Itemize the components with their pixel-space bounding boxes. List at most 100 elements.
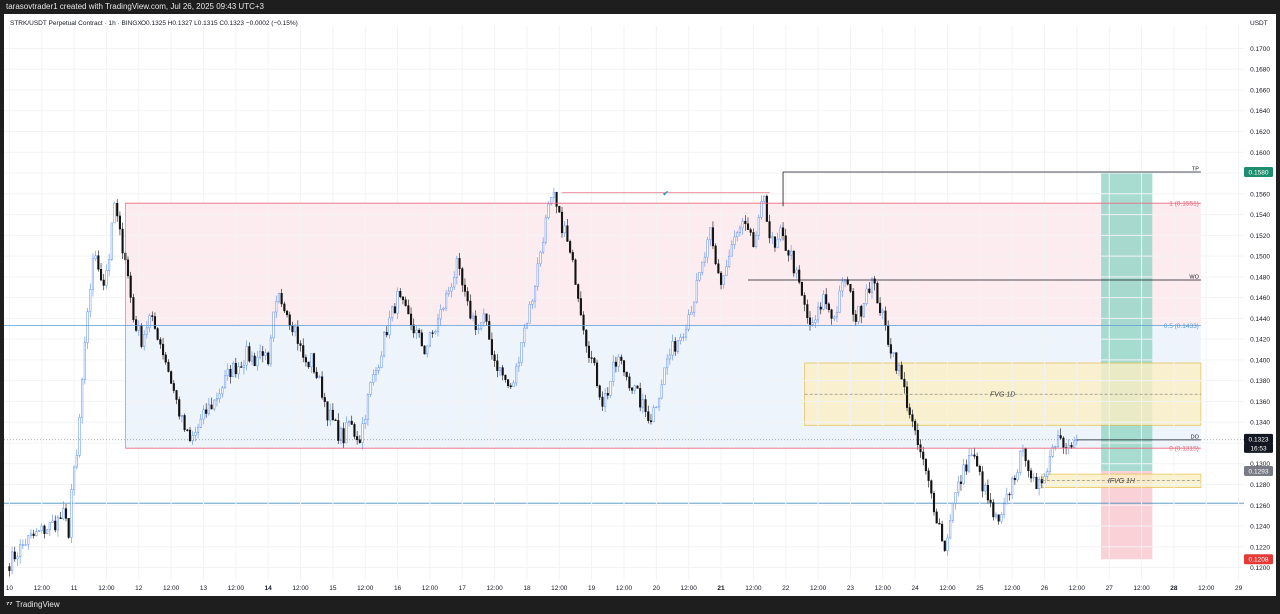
- candle-body: [849, 283, 852, 292]
- candle-body: [439, 309, 442, 320]
- candle-body: [803, 295, 806, 305]
- y-tick-label: 0.1360: [1250, 399, 1270, 406]
- candle-body: [463, 284, 467, 292]
- candle-body: [399, 291, 402, 298]
- candle-body: [156, 328, 159, 340]
- x-tick-label: 12:00: [228, 585, 245, 592]
- y-tick-label: 0.1340: [1250, 420, 1270, 427]
- candle-body: [1038, 479, 1041, 489]
- y-tick-label: 0.1600: [1250, 150, 1270, 157]
- candle-body: [8, 566, 11, 571]
- candle-body: [213, 399, 216, 410]
- candle-body: [830, 309, 833, 319]
- candle-body: [512, 382, 515, 388]
- candle-body: [434, 330, 437, 334]
- chart-credit-text: tarasovtrader1 created with TradingView.…: [6, 2, 264, 11]
- candle-body: [91, 258, 95, 290]
- candle-body: [717, 263, 720, 274]
- candle-body: [790, 250, 793, 256]
- candle-body: [571, 252, 574, 261]
- candle-body: [331, 409, 334, 421]
- chart-credit-bar: tarasovtrader1 created with TradingView.…: [0, 0, 1280, 14]
- x-tick-label: 12:00: [875, 585, 892, 592]
- candle-body: [234, 363, 237, 375]
- candle-body: [259, 351, 262, 358]
- candle-body: [722, 275, 725, 285]
- candle-body: [412, 324, 415, 334]
- fvg-1d-label: FVG 1D: [990, 392, 1015, 399]
- y-tick-label: 0.1520: [1250, 233, 1270, 240]
- x-tick-label: 12:00: [1198, 585, 1215, 592]
- candle-body: [1040, 479, 1043, 484]
- candle-body: [593, 357, 596, 364]
- candle-body: [218, 393, 221, 399]
- candle-body: [396, 291, 399, 314]
- candle-body: [477, 328, 480, 330]
- candle-body: [458, 258, 461, 269]
- candle-body: [210, 404, 213, 410]
- candle-body: [288, 314, 291, 326]
- candle-body: [587, 345, 591, 358]
- range-high-label: 1 (0.1551): [1169, 201, 1199, 208]
- y-tick-label: 0.1540: [1250, 212, 1270, 219]
- price-chart[interactable]: 1 (0.1551) 0 (0.1315) 0.5 (0.1433) TP WO DO ✔ F…: [4, 14, 1276, 596]
- candle-body: [609, 381, 612, 396]
- x-tick-label: 23: [847, 585, 855, 592]
- x-tick-label: 12:00: [422, 585, 439, 592]
- candle-body: [905, 386, 909, 408]
- candle-body: [1054, 446, 1057, 448]
- candle-body: [86, 311, 89, 343]
- candle-body: [264, 352, 267, 356]
- range-mid-label: 0.5 (0.1433): [1164, 323, 1199, 330]
- candle-body: [1048, 456, 1051, 472]
- candle-body: [655, 406, 658, 408]
- candle-body: [436, 318, 440, 332]
- candle-body: [781, 227, 785, 237]
- candle-body: [307, 361, 310, 368]
- candle-body: [701, 261, 704, 273]
- x-tick-label: 24: [912, 585, 920, 592]
- candle-body: [900, 364, 903, 380]
- candle-body: [83, 342, 86, 380]
- candle-body: [126, 259, 130, 277]
- candle-body: [949, 519, 952, 539]
- entry-price-badge: 0.1293: [1249, 468, 1269, 475]
- candle-body: [453, 277, 456, 288]
- candle-body: [865, 288, 868, 304]
- candle-body: [67, 518, 70, 538]
- candle-body: [48, 522, 51, 531]
- candle-body: [148, 315, 151, 329]
- x-tick-label: 12:00: [34, 585, 51, 592]
- candle-body: [56, 517, 59, 531]
- candle-body: [380, 355, 383, 368]
- tp-price-badge: 0.1580: [1249, 170, 1269, 177]
- x-tick-label: 17: [459, 585, 467, 592]
- candle-body: [145, 327, 148, 335]
- candle-body: [393, 306, 396, 314]
- candle-body: [763, 195, 766, 202]
- candle-body: [760, 201, 763, 218]
- candle-body: [102, 279, 105, 286]
- candle-body: [768, 221, 771, 239]
- candle-body: [641, 399, 644, 408]
- candle-body: [43, 525, 46, 535]
- candle-body: [455, 258, 458, 278]
- legend-symbol: STRK/USDT Perpetual Contract · 1h · BING…: [10, 20, 142, 27]
- candle-body: [590, 357, 593, 359]
- y-tick-label: 0.1560: [1250, 191, 1270, 198]
- candle-body: [873, 278, 876, 284]
- candle-body: [178, 399, 181, 417]
- candle-body: [296, 326, 299, 344]
- candle-body: [450, 286, 453, 292]
- candle-body: [426, 345, 429, 355]
- candle-body: [272, 311, 275, 339]
- y-tick-label: 0.1660: [1250, 87, 1270, 94]
- candle-body: [32, 533, 35, 536]
- candle-body: [542, 242, 545, 253]
- candle-body: [323, 397, 326, 402]
- candle-body: [59, 517, 62, 520]
- candle-body: [423, 345, 426, 355]
- legend-ohlc: O0.1325 H0.1327 L0.1315 C0.1323 −0.0002 …: [141, 20, 298, 27]
- y-tick-label: 0.1280: [1250, 482, 1270, 489]
- x-tick-label: 20: [653, 585, 661, 592]
